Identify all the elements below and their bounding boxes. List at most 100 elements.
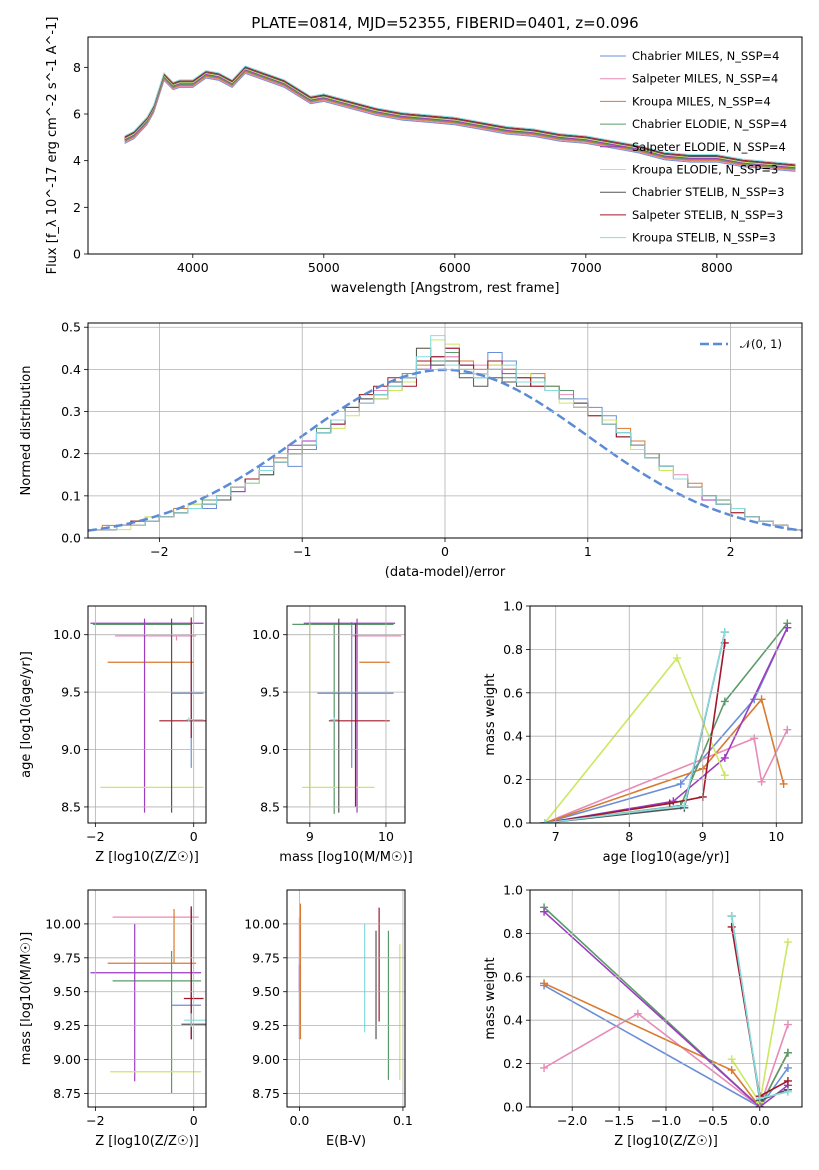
model-spectrum-line xyxy=(124,66,796,166)
x-tick-label: 0.0 xyxy=(289,1113,309,1128)
weight-point-marker xyxy=(673,654,682,663)
chart-ebv-vs-mass: 0.0 0.1 8.75 9.00 9.25 9.50 9.75 10.00 E(B-V) xyxy=(244,889,413,1149)
y-tick-label: 1.0 xyxy=(503,883,523,898)
chart-residuals: −2 −1 0 1 2 0.0 0.1 0.2 0.3 0.4 0.5 (data-model)/er… xyxy=(19,320,803,580)
x-tick-label: −1.0 xyxy=(651,1113,681,1128)
weight-point-marker xyxy=(540,1063,549,1072)
x-tick-label: 7000 xyxy=(570,260,602,275)
y-tick-label: 0.4 xyxy=(61,362,81,377)
weight-point-marker xyxy=(783,1048,792,1057)
legend-entry: Chabrier ELODIE, N_SSP=4 xyxy=(632,117,787,131)
plot-area xyxy=(124,65,796,172)
y-tick-label: 10.00 xyxy=(45,916,81,931)
x-tick-label: 10 xyxy=(768,829,784,844)
y-tick-label: 9.0 xyxy=(61,742,81,757)
x-tick-label: 5000 xyxy=(308,260,340,275)
y-tick-label: 0.2 xyxy=(503,772,523,787)
y-tick-label: 9.00 xyxy=(53,1052,81,1067)
model-spectrum-line xyxy=(124,70,796,170)
x-tick-label: −2 xyxy=(150,544,168,559)
weight-series-line xyxy=(543,906,789,1107)
model-spectrum-line xyxy=(124,70,796,171)
y-tick-label: 0.8 xyxy=(503,926,523,941)
axes-frame xyxy=(529,889,803,1108)
legend-entry: Salpeter ELODIE, N_SSP=4 xyxy=(632,140,786,154)
weight-point-marker xyxy=(665,799,674,808)
x-tick-label: −2 xyxy=(86,1113,104,1128)
x-tick-label: −2 xyxy=(86,829,104,844)
weight-point-marker xyxy=(783,1063,792,1072)
chart-weight-vs-z: −2.0 −1.5 −1.0 −0.5 0.0 0.0 0.2 0.4 0.6 0.8 1.0 Z [… xyxy=(483,883,803,1149)
axes-frame xyxy=(286,605,406,824)
x-tick-label: 0 xyxy=(190,1113,198,1128)
y-tick-label: 8.5 xyxy=(260,799,280,814)
x-tick-label: 0.0 xyxy=(750,1113,770,1128)
y-tick-label: 0.8 xyxy=(503,642,523,657)
chart-z-vs-age: −2 0 8.5 9.0 9.5 10.0 Z [log10(Z/Z☉)] age [log1… xyxy=(19,605,207,865)
legend-entry: Salpeter MILES, N_SSP=4 xyxy=(632,72,778,86)
legend-entry: Kroupa ELODIE, N_SSP=3 xyxy=(632,163,778,177)
y-tick-label: 10.0 xyxy=(252,627,280,642)
weight-series-line xyxy=(544,697,785,823)
legend-entry: Salpeter STELIB, N_SSP=3 xyxy=(632,208,783,222)
weight-point-marker xyxy=(783,1020,792,1029)
y-tick-label: 0.0 xyxy=(503,816,523,831)
weight-series-line xyxy=(543,1012,789,1107)
y-axis-label: age [log10(age/yr)] xyxy=(19,651,34,778)
x-tick-label: −1 xyxy=(293,544,311,559)
x-axis-label: Z [log10(Z/Z☉)] xyxy=(95,1134,199,1149)
y-axis-label: mass weight xyxy=(483,957,498,1039)
x-tick-label: −1.5 xyxy=(604,1113,634,1128)
axes-frame xyxy=(87,605,207,824)
y-tick-label: 4 xyxy=(73,153,81,168)
x-tick-label: 2 xyxy=(727,544,735,559)
y-tick-label: 8.75 xyxy=(53,1086,81,1101)
x-tick-label: 0 xyxy=(441,544,449,559)
weight-point-marker xyxy=(720,771,729,780)
weight-point-marker xyxy=(540,819,549,823)
y-tick-label: 8 xyxy=(73,60,81,75)
y-tick-label: 0.0 xyxy=(61,531,81,546)
y-tick-label: 9.75 xyxy=(53,950,81,965)
weight-point-marker xyxy=(727,1066,736,1075)
weight-point-marker xyxy=(783,938,792,947)
y-tick-label: 9.50 xyxy=(252,984,280,999)
weight-point-marker xyxy=(727,922,736,931)
x-tick-label: 0 xyxy=(190,829,198,844)
y-tick-label: 9.50 xyxy=(53,984,81,999)
y-tick-label: 8.5 xyxy=(61,799,81,814)
model-spectrum-line xyxy=(124,65,796,165)
y-tick-label: 9.5 xyxy=(260,685,280,700)
legend-entry: Chabrier STELIB, N_SSP=3 xyxy=(632,185,784,199)
x-axis-label: wavelength [Angstrom, rest frame] xyxy=(331,281,560,296)
weight-point-marker xyxy=(676,779,685,788)
x-tick-label: 10 xyxy=(378,829,394,844)
y-tick-label: 0.0 xyxy=(503,1100,523,1115)
weight-point-marker xyxy=(540,979,549,988)
y-axis-label: Normed distribution xyxy=(19,366,34,496)
x-tick-label: −2.0 xyxy=(557,1113,587,1128)
x-tick-label: 8000 xyxy=(701,260,733,275)
weight-point-marker xyxy=(727,912,736,921)
legend-entry: Kroupa MILES, N_SSP=4 xyxy=(632,94,771,108)
x-tick-label: 1 xyxy=(584,544,592,559)
x-tick-label: 9 xyxy=(699,829,707,844)
axes-frame xyxy=(529,605,803,824)
figure-title: PLATE=0814, MJD=52355, FIBERID=0401, z=0… xyxy=(251,14,638,32)
axes-frame xyxy=(286,889,406,1108)
y-tick-label: 0.6 xyxy=(503,969,523,984)
x-tick-label: 9 xyxy=(306,829,314,844)
y-tick-label: 0.3 xyxy=(61,404,81,419)
chart-weight-vs-age: 7 8 9 10 0.0 0.2 0.4 0.6 0.8 1.0 age [log10(age/yr… xyxy=(483,599,803,865)
chart-z-vs-mass: −2 0 8.75 9.00 9.25 9.50 9.75 10.00 Z [log10(Z/Z… xyxy=(19,889,207,1149)
y-tick-label: 10.00 xyxy=(244,916,280,931)
y-tick-label: 2 xyxy=(73,200,81,215)
y-tick-label: 9.75 xyxy=(252,950,280,965)
x-axis-label: (data-model)/error xyxy=(385,565,506,580)
model-spectrum-line xyxy=(124,69,796,169)
weight-point-marker xyxy=(720,753,729,762)
legend-entry: Chabrier MILES, N_SSP=4 xyxy=(632,49,779,63)
legend-entry: 𝒩(0, 1) xyxy=(740,337,782,351)
model-spectrum-line xyxy=(124,72,796,172)
x-axis-label: mass [log10(M/M☉)] xyxy=(279,850,412,865)
